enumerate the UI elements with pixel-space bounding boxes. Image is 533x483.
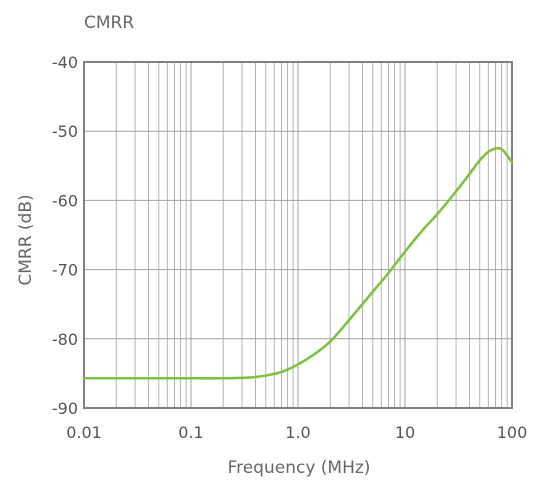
x-axis-title: Frequency (MHz) bbox=[228, 458, 371, 478]
x-tick-label: 0.1 bbox=[178, 423, 203, 442]
x-tick-label: 100 bbox=[497, 423, 528, 442]
series-line bbox=[82, 146, 514, 380]
plot-frame bbox=[83, 61, 513, 409]
chart-title: CMRR bbox=[84, 13, 134, 33]
grid bbox=[84, 62, 512, 408]
y-tick-label: -60 bbox=[52, 191, 78, 210]
y-tick-label: -50 bbox=[52, 122, 78, 141]
x-tick-label: 10 bbox=[395, 423, 415, 442]
y-tick-label: -40 bbox=[52, 53, 78, 72]
x-tick-label: 1.0 bbox=[285, 423, 310, 442]
y-axis-title: CMRR (dB) bbox=[16, 194, 36, 285]
x-tick-label: 0.01 bbox=[66, 423, 102, 442]
y-tick-label: -70 bbox=[52, 261, 78, 280]
y-tick-label: -90 bbox=[52, 399, 78, 418]
y-tick-label: -80 bbox=[52, 330, 78, 349]
x-axis-ticks: 0.01 0.1 1.0 10 100 bbox=[66, 423, 527, 442]
y-axis-ticks: -40 -50 -60 -70 -80 -90 bbox=[52, 53, 78, 418]
